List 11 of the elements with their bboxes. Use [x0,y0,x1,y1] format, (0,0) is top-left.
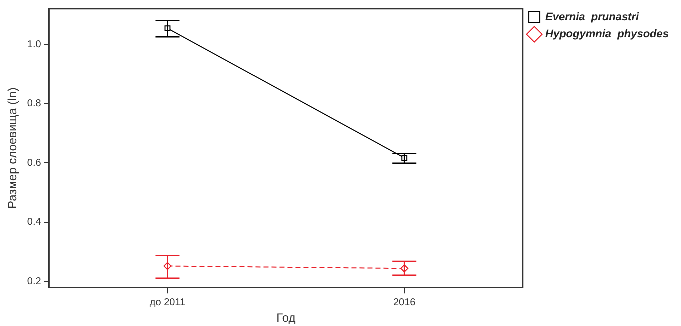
y-tick-label: 1.0 [27,39,42,50]
y-tick-label: 0.6 [27,158,42,169]
x-tick-label: до 2011 [150,297,186,308]
y-axis-title: Размер слоевища (ln) [6,88,20,209]
y-tick-label: 0.4 [27,217,42,228]
legend-label: Evernia prunastri [546,12,640,24]
legend-label: Hypogymnia physodes [546,28,670,41]
y-tick-label: 0.2 [27,276,42,288]
x-tick-label: 2016 [393,297,416,308]
y-tick-label: 0.8 [27,98,42,110]
x-axis-title: Год [276,311,296,326]
